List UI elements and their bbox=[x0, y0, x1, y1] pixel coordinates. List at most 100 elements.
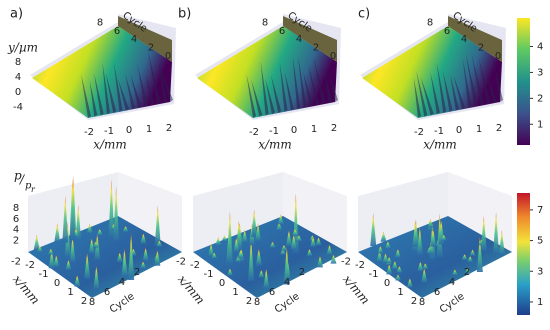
cycle-tick-label: 8 bbox=[254, 297, 260, 308]
peak bbox=[412, 219, 419, 247]
x-tick-label: 2 bbox=[496, 123, 502, 134]
peak bbox=[113, 186, 120, 241]
floor bbox=[193, 216, 347, 298]
ridge bbox=[413, 77, 421, 118]
peak bbox=[241, 229, 248, 243]
peak bbox=[235, 255, 242, 262]
ridge bbox=[328, 69, 338, 102]
p-ref-sub: r bbox=[31, 185, 36, 194]
colorbar-tick-label: 5 bbox=[537, 236, 543, 247]
y-axis-label: y/µm bbox=[7, 41, 38, 55]
cycle-tick-label: 8 bbox=[419, 297, 425, 308]
peak bbox=[376, 250, 383, 262]
cycle-tick-label: 2 bbox=[134, 267, 140, 278]
cycle-label: Cycle bbox=[438, 291, 467, 316]
back-face bbox=[448, 16, 502, 62]
x-tick-label: 0 bbox=[126, 125, 132, 136]
ridge bbox=[137, 64, 148, 107]
cycle-tick-label: 2 bbox=[478, 43, 484, 54]
x-tick-label: 1 bbox=[397, 287, 403, 298]
peak bbox=[417, 261, 424, 272]
ridge bbox=[117, 78, 129, 111]
peak bbox=[154, 205, 161, 246]
cycle-tick-label: 6 bbox=[104, 287, 110, 298]
panel-label: a) bbox=[10, 7, 23, 22]
cycle-tick-label: 0 bbox=[165, 51, 171, 62]
cycle-tick-label: 6 bbox=[434, 287, 440, 298]
colorbar-tick-label: 3 bbox=[537, 266, 543, 277]
peak bbox=[421, 268, 428, 283]
x-tick-label: 2 bbox=[411, 296, 417, 307]
x-tick-label: 1 bbox=[232, 287, 238, 298]
peak bbox=[47, 248, 54, 255]
colorbar-tick-label: 1 bbox=[537, 297, 543, 308]
y-tick-label: 8 bbox=[13, 203, 19, 214]
x-tick-label: 0 bbox=[456, 125, 462, 136]
ridge bbox=[130, 74, 142, 109]
peak bbox=[377, 245, 384, 254]
ridge bbox=[160, 67, 173, 102]
colorbar-tick-label: 1 bbox=[537, 119, 543, 130]
peak bbox=[498, 230, 505, 256]
ridge bbox=[430, 71, 440, 115]
back-face bbox=[118, 16, 172, 62]
peak bbox=[53, 255, 60, 268]
peak bbox=[469, 249, 476, 256]
ridge bbox=[436, 62, 447, 114]
ridge bbox=[453, 76, 466, 110]
peak bbox=[422, 263, 429, 270]
peak bbox=[221, 235, 228, 242]
x-tick-label: 1 bbox=[146, 124, 152, 135]
ridge bbox=[246, 74, 256, 118]
y-tick-label: 0 bbox=[15, 87, 21, 98]
peak bbox=[464, 267, 471, 274]
x-tick-label: 0 bbox=[54, 278, 60, 289]
peak bbox=[84, 252, 91, 279]
x-tick-label: 1 bbox=[476, 124, 482, 135]
ridge bbox=[147, 50, 161, 105]
cycle-tick-label: 4 bbox=[296, 34, 302, 45]
peak bbox=[96, 228, 103, 236]
back-face bbox=[283, 16, 337, 62]
peak bbox=[69, 178, 76, 240]
peak bbox=[226, 268, 233, 276]
y-tick-label: -2 bbox=[341, 257, 351, 268]
peak bbox=[86, 223, 93, 234]
peak bbox=[306, 248, 313, 257]
x-tick-label: 2 bbox=[246, 296, 252, 307]
cycle-tick-label: 8 bbox=[427, 17, 433, 28]
peak bbox=[440, 234, 447, 241]
peak bbox=[208, 243, 215, 257]
ridge bbox=[442, 70, 453, 112]
ridge bbox=[323, 67, 332, 104]
peak bbox=[156, 240, 163, 247]
peak bbox=[430, 229, 437, 247]
ridge bbox=[292, 56, 301, 110]
p-ref-label: p bbox=[25, 181, 32, 192]
x-tick-label: 0 bbox=[291, 125, 297, 136]
x-tick-label: 1 bbox=[311, 124, 317, 135]
y-tick-label: 6 bbox=[13, 214, 19, 225]
peak bbox=[315, 237, 322, 246]
x-tick-label: 2 bbox=[81, 296, 87, 307]
cycle-tick-label: 4 bbox=[461, 34, 467, 45]
cycle-tick-label: 0 bbox=[330, 51, 336, 62]
peak bbox=[382, 253, 389, 263]
peak bbox=[280, 244, 287, 251]
peak bbox=[233, 237, 240, 253]
peak bbox=[140, 233, 147, 244]
peak bbox=[290, 234, 297, 250]
peak bbox=[121, 248, 128, 277]
peak bbox=[370, 213, 377, 247]
peak bbox=[396, 266, 403, 273]
peak bbox=[480, 215, 487, 252]
peak bbox=[427, 218, 434, 228]
x-tick-label: -1 bbox=[269, 126, 279, 137]
cycle-tick-label: 4 bbox=[119, 277, 125, 288]
x-tick-label: 1 bbox=[67, 287, 73, 298]
y-tick-label: 4 bbox=[15, 72, 21, 83]
ridge bbox=[298, 56, 307, 109]
x-tick-label: 0 bbox=[219, 278, 225, 289]
peak bbox=[142, 247, 149, 261]
